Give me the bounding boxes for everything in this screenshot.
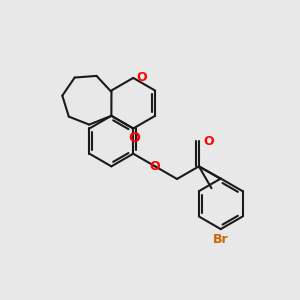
Text: Br: Br — [213, 233, 229, 246]
Text: O: O — [136, 71, 147, 84]
Text: O: O — [203, 135, 214, 148]
Text: O: O — [150, 160, 160, 173]
Text: O: O — [128, 131, 140, 146]
